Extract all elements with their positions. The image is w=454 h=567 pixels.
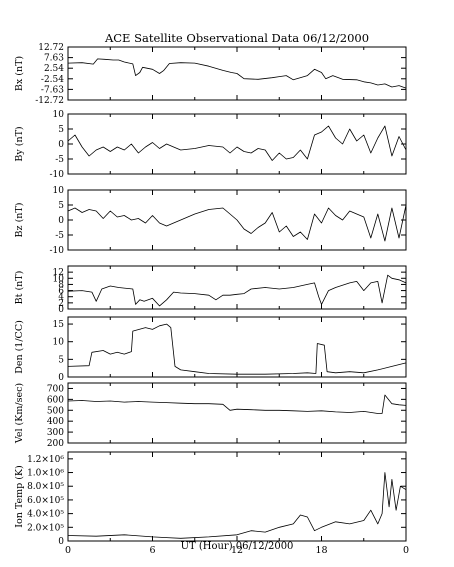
- y-tick-label: -5: [55, 231, 64, 241]
- y-tick-label: 12.72: [38, 43, 64, 53]
- panel-den: 15 10 5 0 Den (1/CC): [14, 316, 407, 383]
- panel-bz: 10 5 0 -5 -10 Bz (nT): [14, 186, 407, 256]
- y-tick-label: 200: [47, 439, 64, 449]
- y-tick-label: 0: [58, 537, 64, 547]
- series-line-vel: [67, 394, 407, 414]
- y-tick-label: 2: [58, 299, 64, 309]
- y-tick-label: -12.72: [35, 96, 64, 106]
- series-line-temp: [67, 472, 407, 539]
- figure-title: ACE Satellite Observational Data 06/12/2…: [104, 31, 369, 45]
- panel-frame: [67, 113, 407, 175]
- x-tick-label: 0: [65, 545, 71, 556]
- y-tick-label: -7.63: [41, 85, 64, 95]
- y-tick-label: 10: [53, 338, 65, 348]
- panel-bx: 12.727.632.54-2.54-7.63-12.72 Bx (nT): [14, 43, 407, 106]
- y-tick-label: 6: [58, 287, 64, 297]
- y-tick-label: 8.0×10⁵: [27, 482, 64, 492]
- y-tick-label: 0: [58, 373, 64, 383]
- x-axis-labels: 0 6 12 18 0: [65, 545, 409, 556]
- y-tick-label: 10: [53, 186, 65, 196]
- y-tick-label: -10: [50, 170, 65, 180]
- x-tick-label: 18: [315, 545, 327, 556]
- series-line-bx: [67, 58, 407, 89]
- y-tick-label: -2.54: [41, 75, 64, 85]
- series-line-bt: [67, 274, 407, 307]
- y-axis-title: Bx (nT): [14, 56, 25, 91]
- y-tick-label: 5: [58, 201, 64, 211]
- y-tick-label: 10: [53, 274, 65, 284]
- y-axis-title: Bt (nT): [14, 271, 25, 305]
- y-tick-label: 2.0×10⁵: [27, 523, 64, 533]
- y-axis-title: Vel (Km/sec): [14, 383, 25, 444]
- panel-frame: [67, 451, 407, 542]
- panel-frame: [67, 382, 407, 444]
- y-tick-label: 700: [47, 384, 64, 394]
- y-axis-title: Bz (nT): [14, 203, 25, 238]
- series-line-bz: [67, 204, 407, 242]
- y-tick-label: 300: [47, 428, 64, 438]
- y-tick-label: 1.0×10⁶: [27, 469, 64, 479]
- y-tick-label: 7.63: [44, 54, 64, 64]
- panel-frame: [67, 316, 407, 378]
- panel-temp: 1.2×10⁶ 1.0×10⁶ 8.0×10⁵ 6.0×10⁵ 4.0×10⁵ 2.0×1…: [14, 451, 407, 547]
- y-tick-label: 400: [47, 417, 64, 427]
- y-tick-label: 2.54: [44, 64, 64, 74]
- y-tick-label: 1.2×10⁶: [27, 455, 64, 465]
- x-tick-label: 12: [231, 545, 243, 556]
- y-tick-label: -5: [55, 155, 64, 165]
- y-axis-title: Ion Temp (K): [14, 465, 25, 527]
- y-tick-label: 0: [58, 305, 64, 315]
- x-axis-title: UT (Hour) 06/12/2000: [181, 541, 294, 552]
- y-axis-title: By (nT): [14, 126, 25, 161]
- y-tick-label: 8: [58, 280, 64, 290]
- x-tick-label: 0: [403, 545, 409, 556]
- y-tick-label: 4.0×10⁵: [27, 510, 64, 520]
- y-tick-label: 5: [58, 355, 64, 365]
- y-tick-label: -10: [50, 246, 65, 256]
- y-tick-label: 10: [53, 110, 65, 120]
- y-tick-label: 0: [58, 216, 64, 226]
- series-line-den: [67, 323, 407, 375]
- y-axis-title: Den (1/CC): [14, 320, 25, 374]
- panel-by: 10 5 0 -5 -10 By (nT): [14, 110, 407, 180]
- y-tick-label: 500: [47, 406, 64, 416]
- x-tick-label: 6: [149, 545, 155, 556]
- y-tick-label: 600: [47, 395, 64, 405]
- y-tick-label: 12: [53, 268, 64, 278]
- y-tick-label: 0: [58, 140, 64, 150]
- series-line-by: [67, 125, 407, 161]
- y-tick-label: 4: [58, 293, 64, 303]
- y-tick-label: 15: [53, 320, 65, 330]
- y-tick-label: 6.0×10⁵: [27, 496, 64, 506]
- y-tick-label: 5: [58, 125, 64, 135]
